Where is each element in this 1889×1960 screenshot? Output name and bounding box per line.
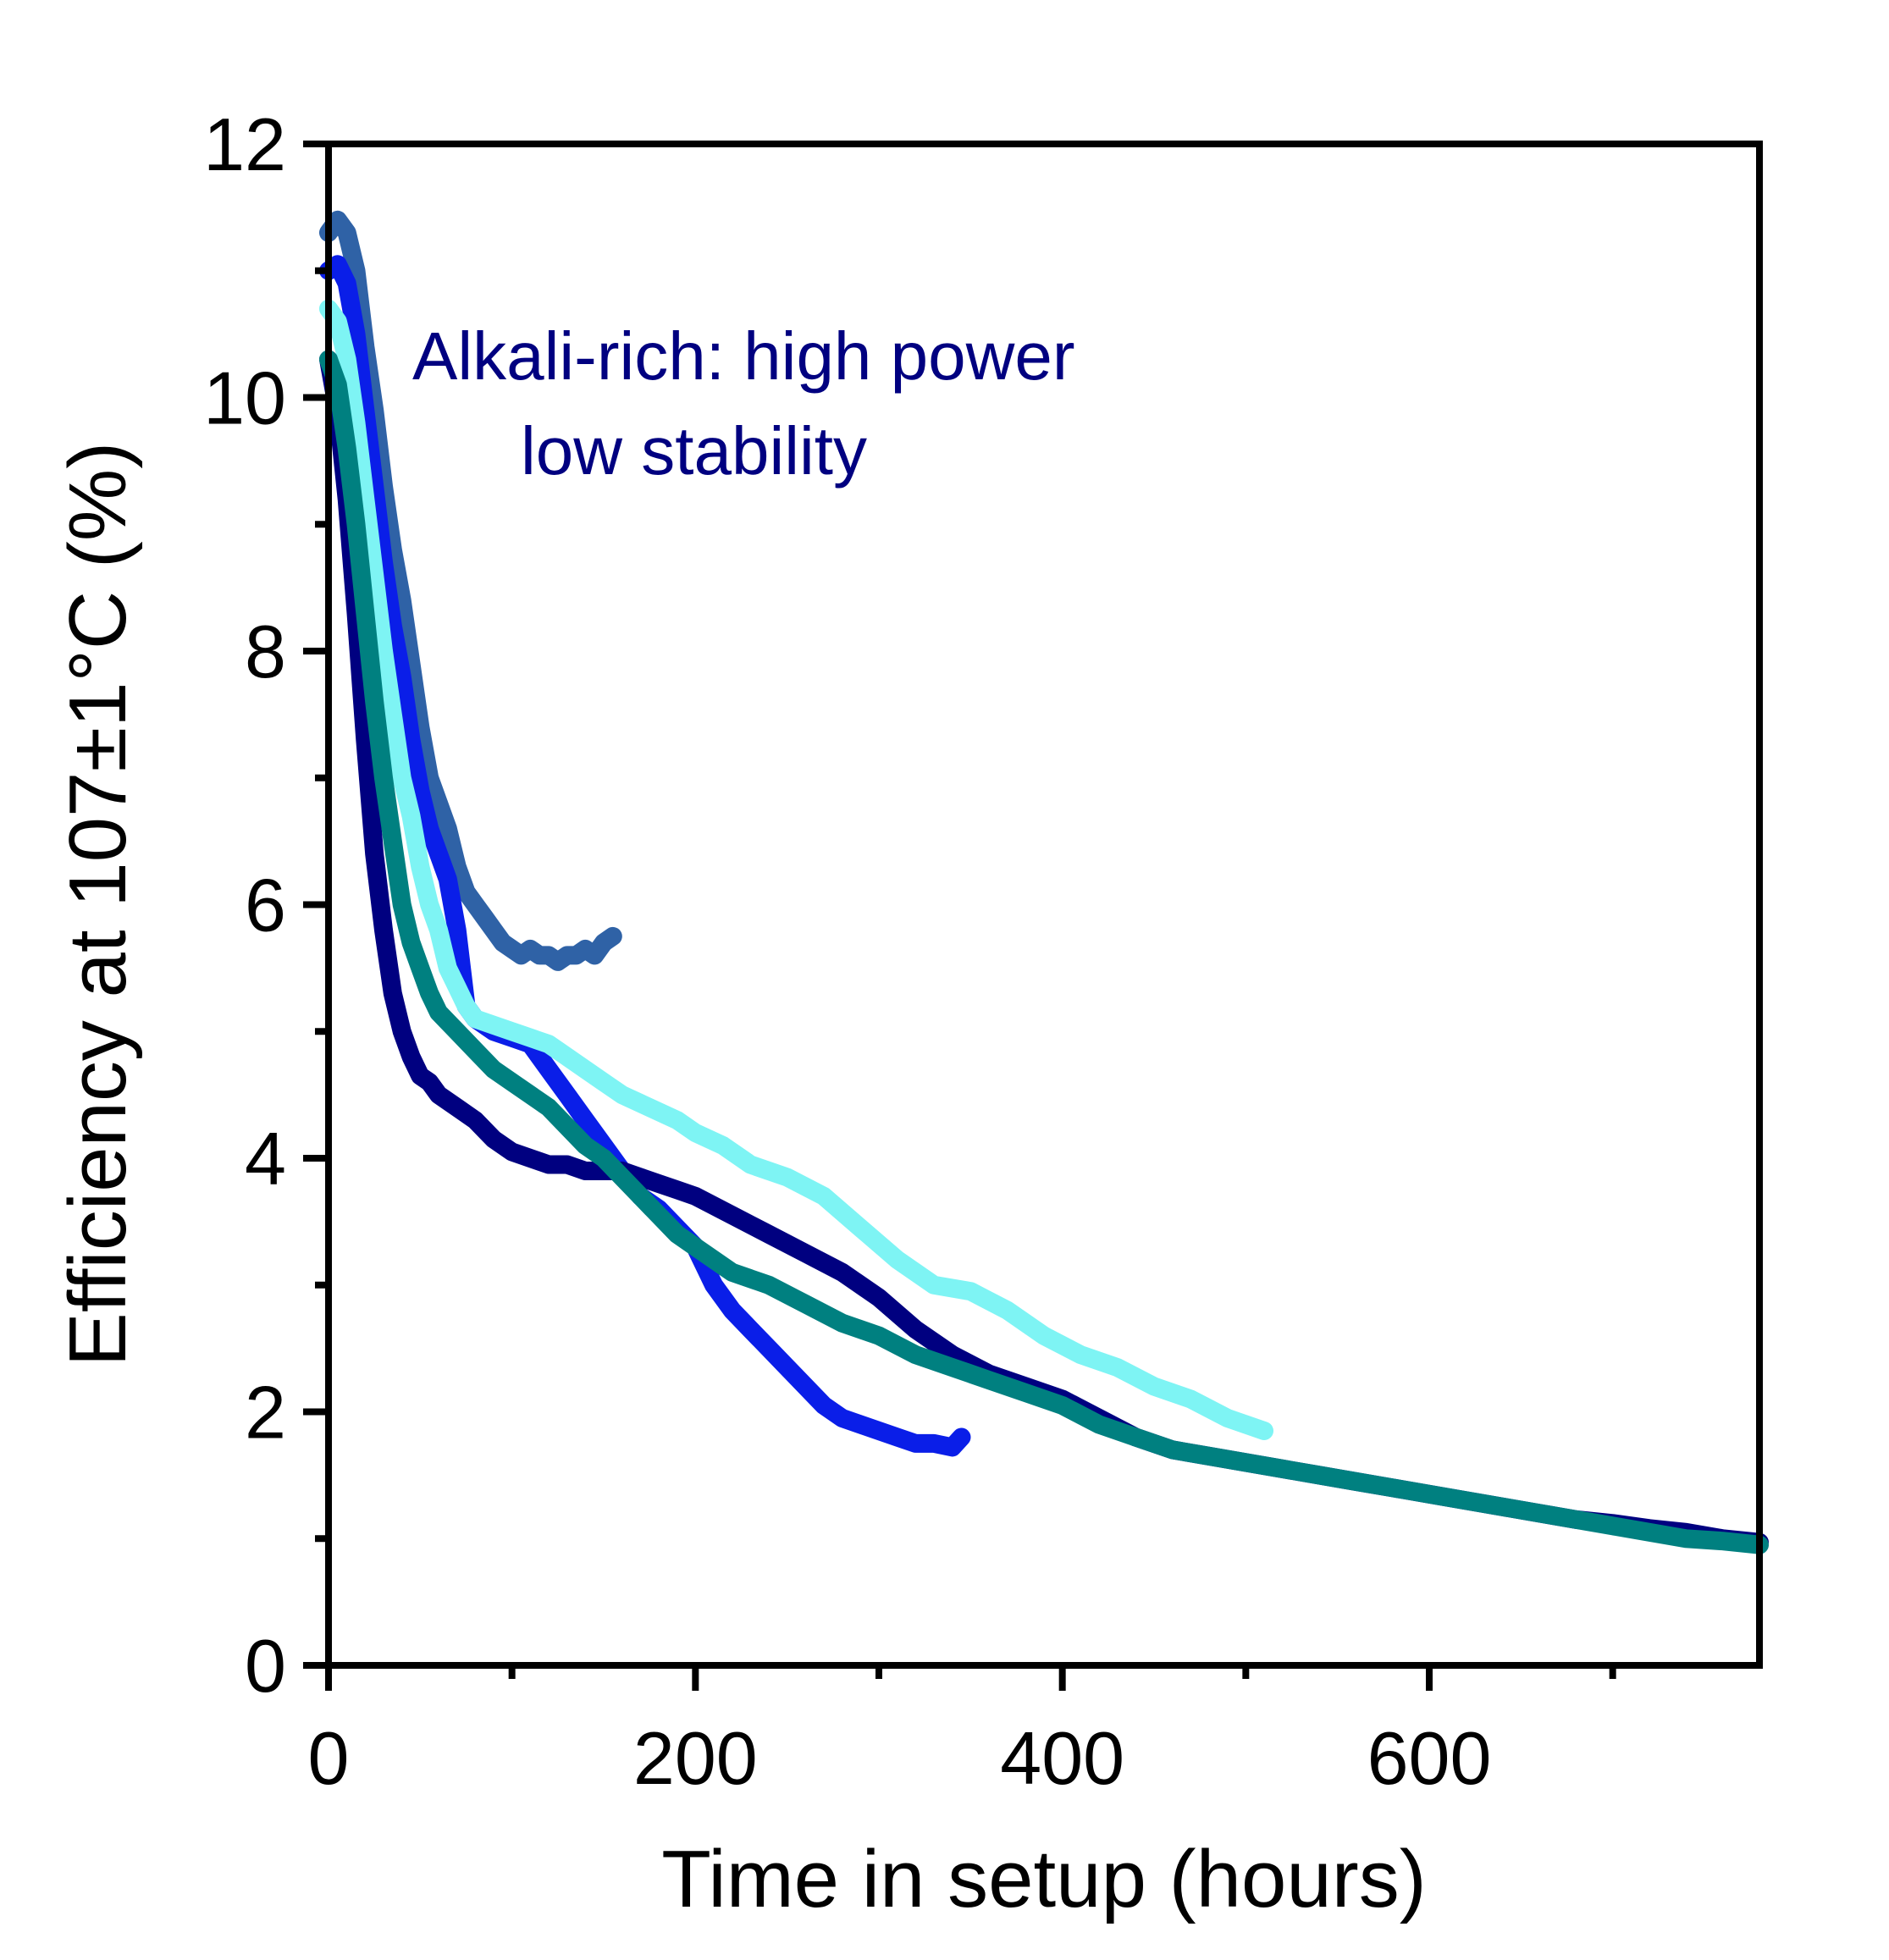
series-line-teal-cell [319,350,1769,1554]
annotation-line-1: Alkali-rich: high power [412,318,1075,394]
series-layer [319,210,1769,1554]
x-tick-label: 400 [1000,1716,1124,1800]
y-tick-label: 4 [245,1117,286,1201]
series-line-blue-cell [319,255,971,1457]
x-tick-label: 600 [1367,1716,1492,1800]
x-tick-label: 200 [633,1716,758,1800]
y-tick-label: 0 [245,1624,286,1708]
series-line-cyan-cell [319,299,1273,1440]
annotation-line-2: low stability [521,413,867,489]
y-tick-label: 8 [245,610,286,693]
x-tick-label: 0 [308,1716,350,1800]
y-tick-label: 6 [245,864,286,947]
tick-layer: 0 2 4 6 8 10 12 0 200 400 600 [203,102,1616,1800]
y-tick-label: 12 [203,102,286,186]
y-tick-label: 2 [245,1371,286,1455]
y-axis-title: Efficiency at 107±1°C (%) [52,442,143,1366]
y-tick-label: 10 [203,356,286,440]
x-axis-title: Time in setup (hours) [661,1834,1426,1924]
